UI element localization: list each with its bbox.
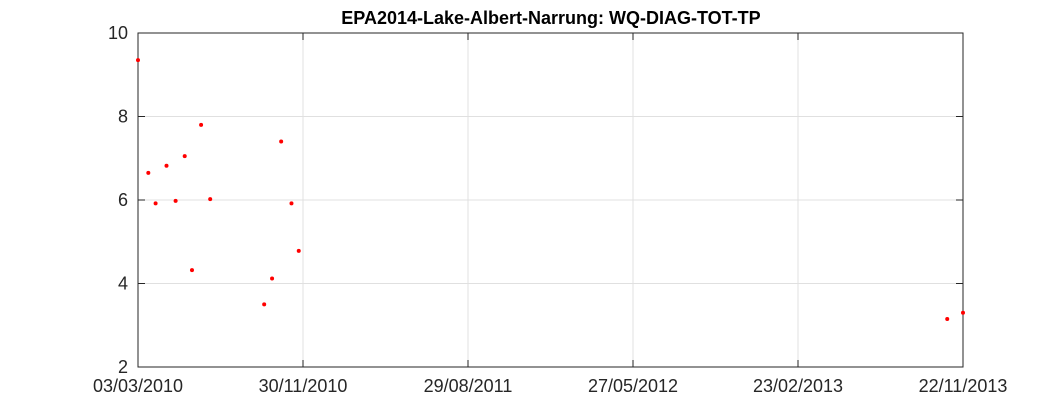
- y-tick-label: 2: [118, 357, 128, 377]
- x-tick-label: 29/08/2011: [424, 376, 513, 396]
- data-point: [182, 154, 187, 159]
- x-tick-label: 23/02/2013: [753, 376, 843, 396]
- x-tick-label: 22/11/2013: [919, 376, 1008, 396]
- chart-title: EPA2014-Lake-Albert-Narrung: WQ-DIAG-TOT…: [341, 8, 760, 28]
- y-tick-label: 8: [118, 107, 128, 127]
- y-tick-label: 6: [118, 190, 128, 210]
- x-tick-label: 03/03/2010: [93, 376, 183, 396]
- data-point: [199, 122, 204, 127]
- data-point: [189, 268, 194, 273]
- x-tick-label: 27/05/2012: [588, 376, 678, 396]
- data-point: [279, 139, 284, 144]
- data-point: [961, 310, 965, 315]
- axes-box: [137, 32, 964, 368]
- data-point: [296, 248, 301, 253]
- y-tick-label: 10: [108, 23, 128, 43]
- data-point: [289, 201, 294, 206]
- data-point: [945, 316, 950, 321]
- data-point: [153, 201, 158, 206]
- data-point: [262, 302, 267, 307]
- y-tick-labels: 2 4 6 8 10: [108, 23, 128, 377]
- data-point: [208, 197, 213, 202]
- grid-lines: [137, 32, 964, 368]
- data-point: [136, 58, 140, 63]
- y-tick-label: 4: [118, 274, 128, 294]
- data-point: [164, 163, 169, 168]
- x-tick-label: 30/11/2010: [259, 376, 348, 396]
- data-point: [270, 276, 275, 281]
- data-point: [173, 198, 178, 203]
- data-point: [146, 170, 151, 175]
- data-points: [136, 58, 965, 321]
- x-tick-labels: 03/03/2010 30/11/2010 29/08/2011 27/05/2012…: [93, 376, 1007, 396]
